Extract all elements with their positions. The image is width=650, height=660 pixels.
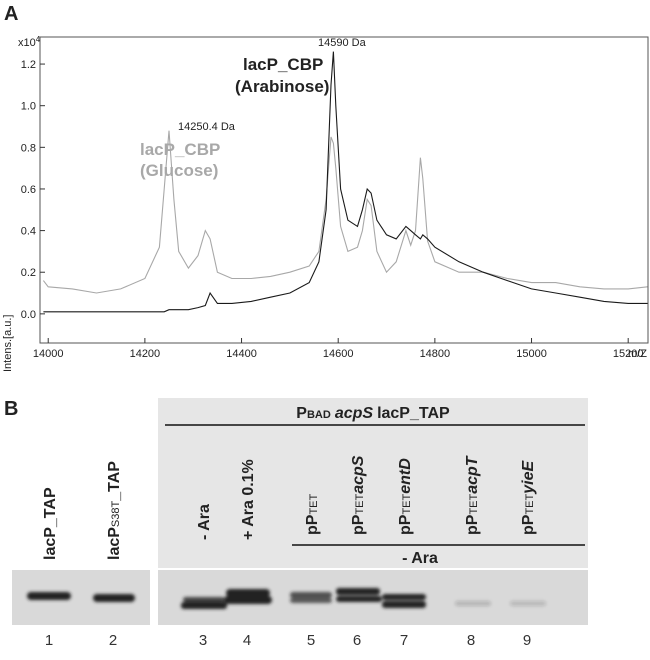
lane-label: lacPS38T_TAP: [106, 461, 123, 560]
series-condition: (Arabinose): [235, 77, 329, 96]
multiplier-base: x10: [18, 37, 36, 49]
lane-sub: TET: [524, 493, 536, 514]
spectrum-line: [42, 130, 648, 294]
lane-gene: acpS: [350, 455, 367, 494]
x-tick-label: 15000: [516, 348, 547, 360]
band: [93, 594, 135, 602]
lane-number: 2: [109, 632, 117, 649]
x-axis-label: m/Z: [628, 348, 647, 360]
panel-label: B: [4, 398, 18, 420]
lane-number: 8: [467, 632, 475, 649]
lane-number: 6: [353, 632, 361, 649]
lane-gene: entD: [397, 458, 414, 494]
lane-gene: acpT: [464, 455, 481, 494]
series-label: lacP_CBP: [243, 55, 323, 74]
lane-prefix: pP: [397, 514, 414, 535]
plot-frame: [39, 36, 649, 344]
band: [382, 601, 426, 608]
lane-sub: TET: [308, 493, 320, 514]
band: [27, 592, 71, 600]
lane-prefix: lacP: [106, 527, 123, 560]
lane-label: lacP_TAP: [42, 487, 59, 560]
lane-label: pPTETacpS: [350, 455, 367, 535]
lane-prefix: pP: [520, 514, 537, 535]
panel-label: A: [4, 3, 18, 25]
lane-sub: TET: [401, 493, 413, 514]
header-box: [158, 398, 588, 568]
lane-prefix: pP: [464, 514, 481, 535]
x-tick-label: 14600: [323, 348, 354, 360]
header-suffix: lacP_TAP: [377, 405, 450, 422]
band: [183, 597, 225, 602]
lane-label: pPTETyieE: [520, 460, 537, 535]
lane-sub: TET: [468, 493, 480, 514]
lane-number: 1: [45, 632, 53, 649]
lane-number: 9: [523, 632, 531, 649]
lane-prefix: + Ara 0.1%: [240, 459, 257, 540]
lane-sub: S38T: [110, 501, 122, 528]
lane-suffix: _TAP: [106, 461, 123, 502]
x-tick-label: 14200: [130, 348, 161, 360]
lane-label: pPTET: [304, 493, 321, 535]
lane-label: - Ara: [196, 504, 213, 540]
header-gene: acpS: [335, 405, 374, 422]
lane-label: pPTETacpT: [464, 455, 481, 535]
y-tick-label: 1.2: [21, 59, 36, 71]
y-axis-label: Intens.[a.u.]: [2, 315, 14, 372]
peak-label: 14590 Da: [318, 37, 367, 49]
multiplier: x104: [18, 35, 41, 49]
y-tick-label: 1.0: [21, 101, 36, 113]
lane-gene: yieE: [520, 460, 537, 495]
bands: [27, 588, 546, 609]
x-tick-label: 14800: [420, 348, 451, 360]
lane-number: 3: [199, 632, 207, 649]
header-sub: BAD: [307, 409, 331, 421]
band: [181, 602, 227, 609]
lane-prefix: - Ara: [196, 504, 213, 540]
y-tick-label: 0.4: [21, 226, 36, 238]
group-label: - Ara: [402, 550, 438, 567]
lane-prefix: lacP_TAP: [42, 487, 59, 560]
series-label: lacP_CBP: [140, 140, 220, 159]
peak-label: 14250.4 Da: [178, 121, 236, 133]
lane-prefix: pP: [304, 514, 321, 535]
lane-number: 7: [400, 632, 408, 649]
x-tick-label: 15200: [613, 348, 644, 360]
band: [224, 596, 272, 604]
lane-sub: TET: [354, 493, 366, 514]
x-tick-label: 14000: [33, 348, 64, 360]
band: [290, 598, 332, 603]
y-tick-label: 0.0: [21, 309, 36, 321]
y-tick-label: 0.6: [21, 184, 36, 196]
lane-number: 5: [307, 632, 315, 649]
multiplier-exponent: 4: [36, 35, 41, 44]
spectrum-line: [43, 51, 648, 313]
band: [336, 588, 380, 595]
blot-header: PBAD acpS lacP_TAP: [296, 405, 450, 422]
band: [226, 589, 270, 597]
y-tick-label: 0.2: [21, 267, 36, 279]
band: [382, 594, 426, 600]
lane-prefix: pP: [350, 514, 367, 535]
band: [290, 592, 332, 598]
lane-number: 4: [243, 632, 251, 649]
lane-label: + Ara 0.1%: [240, 459, 257, 540]
lane-label: pPTETentD: [397, 458, 414, 535]
series-condition: (Glucose): [140, 161, 218, 180]
header-prefix: P: [296, 405, 307, 422]
plot-area: 14000 14200 14400 14600 14800 15000 15200 0.0 0.…: [21, 51, 648, 360]
band: [455, 601, 491, 606]
x-tick-label: 14400: [226, 348, 257, 360]
y-tick-label: 0.8: [21, 142, 36, 154]
band: [336, 596, 382, 602]
band: [510, 601, 546, 606]
